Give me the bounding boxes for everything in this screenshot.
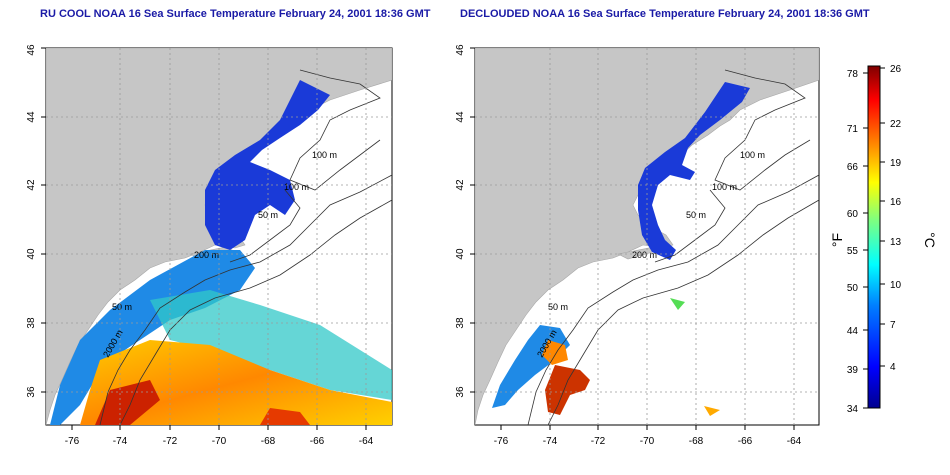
celsius-tick-label: 7 [890, 320, 896, 331]
celsius-tick-label: 19 [890, 158, 902, 169]
isobath-100m [289, 69, 381, 191]
warm-eddy [260, 408, 310, 425]
isobath-200m [99, 174, 392, 425]
isobath-label: 100 m [284, 182, 309, 192]
x-tick-label: -76 [494, 436, 509, 447]
warm-eddy [545, 365, 590, 415]
x-tick-label: -66 [738, 436, 753, 447]
warm-sst-patch [80, 340, 392, 425]
isobath-label: 100 m [712, 182, 737, 192]
celsius-tick-label: 26 [890, 64, 902, 75]
isobath-50m [654, 189, 726, 263]
x-tick-label: -68 [689, 436, 704, 447]
y-tick-label: 36 [455, 386, 466, 398]
y-tick-label: 42 [26, 179, 37, 191]
y-tick-label: 46 [455, 44, 466, 56]
raw-sst-map: 100 m 100 m 50 m 200 m 50 m 2000 m -76 [26, 44, 393, 447]
isobath-label: 100 m [740, 150, 765, 160]
celsius-unit-label: °C [922, 232, 938, 248]
transition-sst-patch [150, 290, 392, 400]
x-axis: -76 -74 -72 -70 -68 -66 -64 [494, 425, 802, 447]
celsius-tick-label: 16 [890, 197, 902, 208]
x-tick-label: -70 [212, 436, 227, 447]
y-tick-label: 42 [455, 179, 466, 191]
fahrenheit-tick-label: 44 [847, 326, 859, 337]
y-tick-label: 40 [26, 248, 37, 260]
fahrenheit-tick-label: 66 [847, 162, 859, 173]
cold-sst-patch [205, 80, 330, 250]
y-axis: 36 38 40 42 44 46 [26, 44, 46, 398]
y-tick-label: 44 [26, 111, 37, 123]
isobath-label: 50 m [548, 302, 568, 312]
scattered-sst-patch [670, 298, 685, 310]
x-tick-label: -68 [261, 436, 276, 447]
x-tick-label: -64 [787, 436, 802, 447]
cold-sst-patch [638, 82, 750, 260]
fahrenheit-tick-label: 71 [847, 124, 859, 135]
y-tick-label: 46 [26, 44, 37, 56]
isobath-2000m [119, 199, 392, 425]
gulf-stream-core [95, 380, 160, 425]
fahrenheit-scale: 78 71 66 60 55 50 44 39 34 °F [829, 69, 868, 415]
x-tick-label: -74 [113, 436, 128, 447]
y-tick-label: 36 [26, 386, 37, 398]
x-tick-label: -74 [543, 436, 558, 447]
x-tick-label: -66 [310, 436, 325, 447]
left-map-title: RU COOL NOAA 16 Sea Surface Temperature … [40, 8, 431, 20]
y-tick-label: 38 [26, 317, 37, 329]
lat-lon-grid [475, 48, 819, 425]
fahrenheit-tick-label: 50 [847, 283, 859, 294]
fahrenheit-tick-label: 60 [847, 209, 859, 220]
warm-sst-patch [542, 340, 568, 365]
temperature-colorbar: 78 71 66 60 55 50 44 39 34 °F 26 22 19 1… [829, 64, 938, 415]
x-tick-label: -70 [640, 436, 655, 447]
fahrenheit-tick-label: 78 [847, 69, 859, 80]
celsius-tick-label: 4 [890, 362, 896, 373]
x-axis: -76 -74 -72 -70 -68 -66 -64 [65, 425, 374, 447]
celsius-tick-label: 13 [890, 237, 902, 248]
fahrenheit-tick-label: 34 [847, 404, 859, 415]
isobath-label: 200 m [632, 250, 657, 260]
x-tick-label: -76 [65, 436, 80, 447]
scattered-sst-patch [704, 406, 720, 416]
celsius-scale: 26 22 19 16 13 10 7 4 °C [880, 64, 938, 373]
x-tick-label: -64 [359, 436, 374, 447]
isobath-label: 200 m [194, 250, 219, 260]
fahrenheit-tick-label: 55 [847, 246, 859, 257]
celsius-tick-label: 22 [890, 119, 902, 130]
y-axis: 36 38 40 42 44 46 [455, 44, 475, 398]
isobath-label: 50 m [112, 302, 132, 312]
x-tick-label: -72 [591, 436, 606, 447]
x-tick-label: -72 [163, 436, 178, 447]
declouded-sst-map: 100 m 100 m 50 m 200 m 50 m 2000 m -76 -… [455, 44, 820, 447]
isobath-label: 100 m [312, 150, 337, 160]
colorbar-gradient [867, 65, 881, 409]
fahrenheit-unit-label: °F [829, 233, 845, 247]
isobath-2000m [547, 199, 819, 425]
y-tick-label: 40 [455, 248, 466, 260]
fahrenheit-tick-label: 39 [847, 365, 859, 376]
y-tick-label: 38 [455, 317, 466, 329]
celsius-tick-label: 10 [890, 280, 902, 291]
isobath-50m [229, 189, 301, 263]
y-tick-label: 44 [455, 111, 466, 123]
right-map-title: DECLOUDED NOAA 16 Sea Surface Temperatur… [460, 8, 870, 20]
